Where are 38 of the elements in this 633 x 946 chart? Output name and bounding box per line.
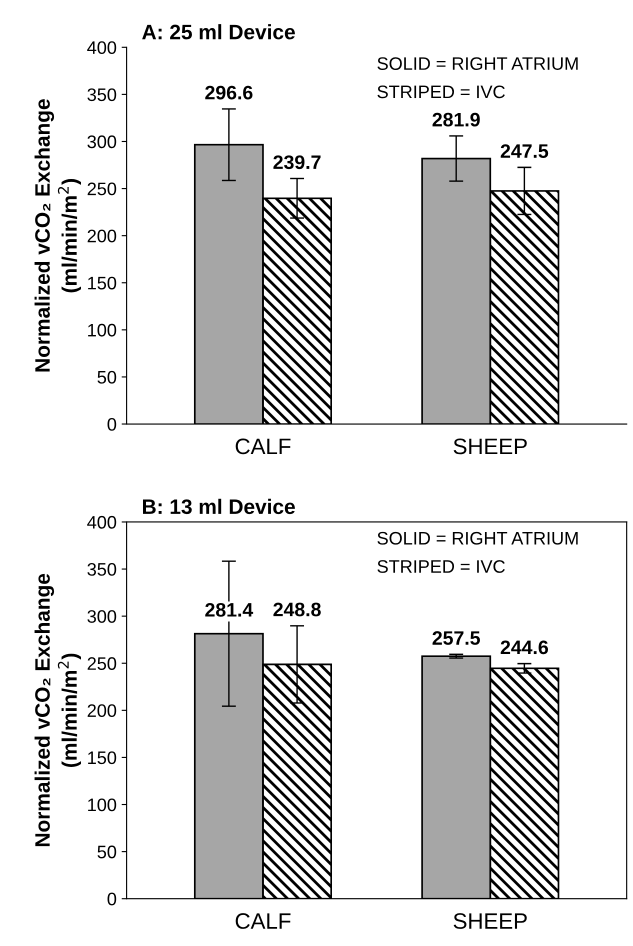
y-tick-label: 200	[88, 704, 116, 718]
y-axis-title: Normalized vCO₂ Exchange (ml/min/m$^{2}$)	[34, 99, 81, 372]
chart-title: B: 13 ml Device	[142, 498, 295, 514]
y-tick-label: 50	[98, 370, 116, 384]
y-tick-label: 150	[88, 751, 116, 764]
y-axis-title: Normalized vCO₂ Exchange (ml/min/m$^{2}$)	[34, 574, 81, 846]
annotation: SOLID = RIGHT ATRIUM	[377, 532, 578, 545]
chart-title: A: 25 ml Device	[142, 24, 295, 40]
y-tick-label: 250	[88, 182, 116, 196]
y-tick-label: 150	[88, 276, 116, 290]
x-tick-label: SHEEP	[454, 438, 527, 454]
y-tick-label: 300	[87, 610, 116, 623]
data-label: 281.4	[205, 602, 254, 617]
y-tick-label: 0	[108, 892, 116, 906]
y-tick-label: 350	[87, 88, 116, 102]
x-tick-label: CALF	[236, 438, 290, 454]
data-label: 248.8	[273, 602, 321, 616]
x-tick-label: SHEEP	[454, 913, 527, 929]
data-label: 247.5	[500, 144, 548, 158]
y-tick-label: 400	[87, 516, 116, 529]
y-tick-label: 250	[88, 657, 116, 670]
x-tick-label: CALF	[236, 913, 290, 929]
y-tick-label: 100	[88, 798, 116, 812]
y-tick-label: 200	[88, 230, 116, 242]
annotation: STRIPED = IVC	[377, 560, 505, 573]
y-tick-label: 350	[87, 563, 116, 576]
y-tick-label: 100	[88, 324, 116, 337]
y-tick-label: 50	[98, 846, 116, 858]
annotation: SOLID = RIGHT ATRIUM	[377, 57, 578, 70]
y-tick-label: 400	[87, 41, 116, 54]
y-tick-label: 0	[108, 418, 116, 431]
data-label: 239.7	[273, 155, 321, 170]
y-tick-label: 300	[87, 135, 116, 148]
data-label: 257.5	[432, 631, 480, 645]
data-label: 296.6	[205, 86, 253, 100]
data-label: 244.6	[500, 640, 548, 654]
data-label: 281.9	[432, 112, 480, 127]
annotation: STRIPED = IVC	[377, 85, 505, 98]
